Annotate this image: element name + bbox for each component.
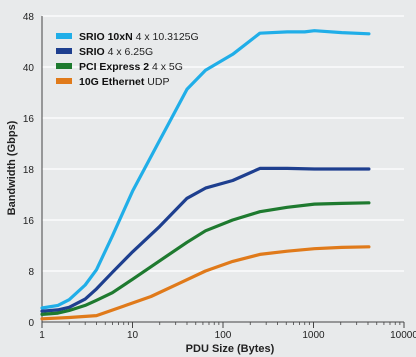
legend-series-name: 10G Ethernet xyxy=(79,76,145,88)
legend-label: PCI Express 2 4 x 5G xyxy=(79,61,183,73)
axes: 0 8 16 18 16 40 48 1 10 100 1000 10000 xyxy=(23,12,416,341)
x-tick-label: 1 xyxy=(39,330,45,341)
x-tick-label: 100 xyxy=(215,330,232,341)
legend-series-name: PCI Express 2 xyxy=(79,61,149,73)
legend-swatch xyxy=(56,78,72,84)
legend-label: 10G Ethernet UDP xyxy=(79,76,169,88)
y-tick-label: 48 xyxy=(23,12,35,23)
gridlines xyxy=(42,15,404,272)
y-tick-label: 18 xyxy=(23,165,35,176)
legend-swatch xyxy=(56,48,72,54)
series-line xyxy=(40,201,371,316)
legend-series-name: SRIO xyxy=(79,46,105,58)
legend-label: SRIO 4 x 6.25G xyxy=(79,46,153,58)
x-tick-label: 1000 xyxy=(302,330,325,341)
y-tick-label: 16 xyxy=(23,114,35,125)
legend-series-detail: 4 x 5G xyxy=(149,61,183,73)
x-axis-title: PDU Size (Bytes) xyxy=(186,343,275,355)
y-tick-label: 8 xyxy=(28,267,34,278)
legend: SRIO 10xN 4 x 10.3125G SRIO 4 x 6.25G PCI … xyxy=(56,31,199,88)
legend-swatch xyxy=(56,63,72,69)
legend-swatch xyxy=(56,33,72,39)
legend-label: SRIO 10xN 4 x 10.3125G xyxy=(79,31,199,43)
series-line xyxy=(40,166,371,313)
legend-series-detail: 4 x 6.25G xyxy=(105,46,153,58)
legend-series-detail: 4 x 10.3125G xyxy=(133,31,199,43)
x-tick-label: 10 xyxy=(127,330,139,341)
series-lines xyxy=(40,29,371,321)
y-axis-title: Bandwidth (Gbps) xyxy=(6,120,18,215)
series-line xyxy=(40,245,371,321)
y-tick-label: 0 xyxy=(28,318,34,329)
y-tick-label: 40 xyxy=(23,63,35,74)
series-line xyxy=(40,29,371,310)
x-tick-label: 10000 xyxy=(390,330,416,341)
legend-series-detail: UDP xyxy=(144,76,169,88)
legend-series-name: SRIO 10xN xyxy=(79,31,133,43)
y-tick-label: 16 xyxy=(23,216,35,227)
